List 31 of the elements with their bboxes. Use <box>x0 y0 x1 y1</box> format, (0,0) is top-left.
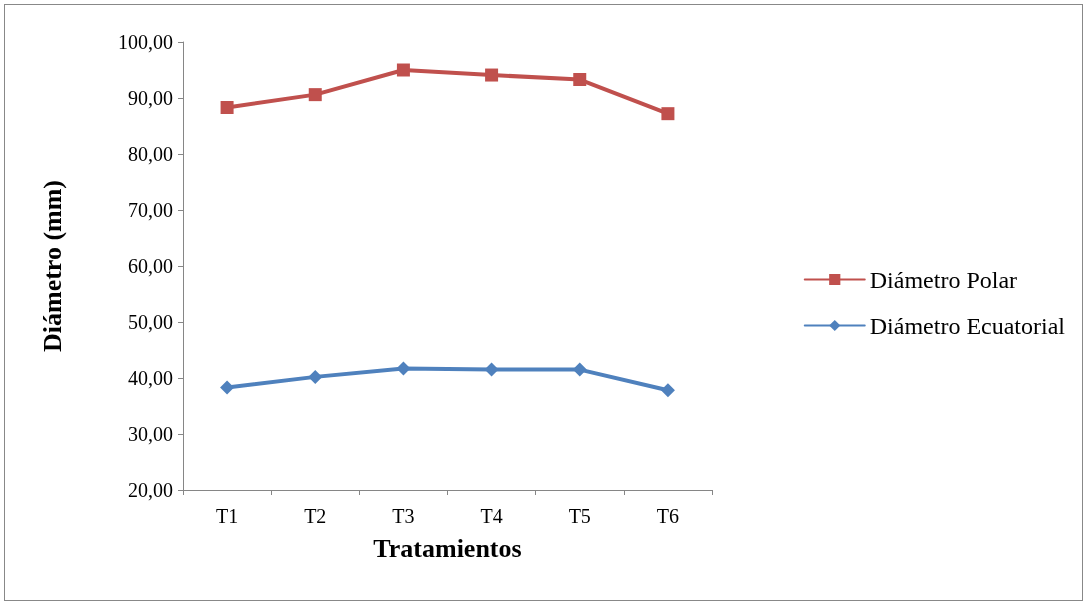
x-tick-label: T3 <box>392 505 415 527</box>
point <box>661 107 675 121</box>
x-tick-label: T5 <box>568 505 591 527</box>
point <box>660 383 675 398</box>
y-tick-label: 20,00 <box>128 479 173 501</box>
x-axis-title: Tratamientos <box>373 533 522 563</box>
x-tick-label: T4 <box>480 505 503 527</box>
legend-label: Diámetro Ecuatorial <box>869 312 1066 339</box>
point <box>484 362 499 377</box>
x-tick-label: T6 <box>656 505 680 527</box>
y-tick-label: 70,00 <box>128 199 173 221</box>
point <box>396 63 410 77</box>
point <box>220 101 234 115</box>
point <box>220 380 235 395</box>
y-tick-label: 40,00 <box>128 367 173 389</box>
legend-label: Diámetro Polar <box>869 266 1018 293</box>
point <box>572 362 587 377</box>
x-tick-label: T1 <box>215 505 239 527</box>
y-tick-label: 80,00 <box>128 143 173 165</box>
point <box>308 88 322 102</box>
point <box>308 369 323 384</box>
point <box>485 68 499 82</box>
point <box>573 73 587 87</box>
point <box>396 361 411 376</box>
x-tick-label: T2 <box>304 505 327 527</box>
y-tick-label: 60,00 <box>128 255 173 277</box>
y-tick-label: 100,00 <box>118 31 173 53</box>
y-tick-label: 90,00 <box>128 87 173 109</box>
y-tick-label: 30,00 <box>128 423 173 445</box>
y-axis-title: Diámetro (mm) <box>37 179 67 353</box>
y-tick-label: 50,00 <box>128 311 173 333</box>
